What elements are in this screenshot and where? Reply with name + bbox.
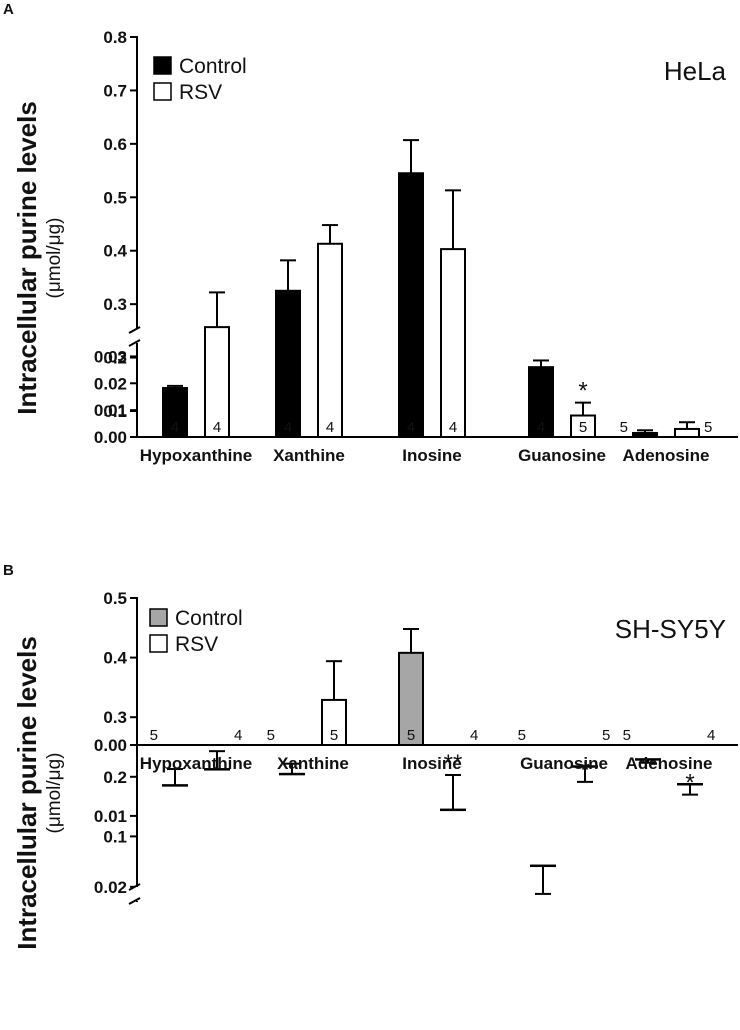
bars: 4 4 4 4 5 4 4 4 5 * 5 [162,139,712,439]
cell-line-label: SH-SY5Y [615,614,726,644]
y-tick-label: 0.00 [94,428,127,447]
y-tick-label: 0.3 [103,708,127,727]
panel-label: B [3,562,14,579]
sample-size-label: 5 [704,419,712,436]
legend-swatch-control [149,608,168,627]
y-tick-label: 0.6 [103,135,127,154]
y-axis-label: Intracellular purine levels [12,101,42,415]
axis-break-mark [128,326,141,334]
axis-break-mark [128,339,141,347]
sample-size-label: 5 [330,727,338,744]
x-category-label: Xanthine [273,446,345,465]
axes: 0.00 0.01 0.02 0.1 0.2 0.3 0.4 0.5 [94,589,738,905]
bar-rsv [440,248,466,438]
y-axis-unit: (μmol/μg) [44,217,65,298]
y-tick-label: 0.8 [103,28,127,47]
x-category-label: Inosine [402,446,462,465]
sample-size-label: 5 [623,727,631,744]
sample-size-label: 4 [707,727,715,744]
bar-control [632,431,658,439]
sample-size-label: 4 [326,419,334,436]
y-tick-label: 0.02 [94,878,127,897]
x-category-label: Adenosine [623,446,710,465]
sample-size-label: 5 [579,419,587,436]
sample-size-label: 5 [150,727,158,744]
significance-marker: * [578,378,587,405]
x-category-label: Hypoxanthine [140,446,252,465]
bar-control [162,387,188,439]
y-tick-label: 0.5 [103,188,127,207]
y-tick-label: 0.2 [103,768,127,787]
x-category-label: Guanosine [520,754,608,773]
x-category-label: Xanthine [277,754,349,773]
sample-size-label: 5 [407,727,415,744]
axis-break-mark [128,897,141,905]
y-tick-label: 0.03 [94,347,127,366]
significance-marker: * [580,757,589,784]
y-tick-label: 0.1 [103,827,127,846]
y-tick-label: 0.4 [103,242,127,261]
legend-swatch-rsv [153,82,172,101]
bar-control [279,772,305,776]
y-tick-label: 0.00 [94,736,127,755]
y-tick-label: 0.4 [103,649,127,668]
y-tick-label: 0.7 [103,81,127,100]
panel-label: A [3,1,14,18]
y-tick-label: 0.01 [94,807,127,826]
sample-size-label: 5 [602,727,610,744]
sample-size-label: 4 [470,727,478,744]
panel-a: A Intracellular purine levels (μmol/μg) … [3,1,738,465]
sample-size-label: 5 [518,727,526,744]
y-tick-label: 0.01 [94,401,127,420]
sample-size-label: 4 [234,727,242,744]
y-tick-label: 0.5 [103,589,127,608]
x-category-label: Guanosine [518,446,606,465]
category-labels: Hypoxanthine Xanthine Inosine Guanosine Aden… [140,754,713,773]
significance-marker: ** [444,750,463,777]
bars: 5 5 5 5 54 5 4**5*4* [150,627,715,895]
panel-b: B Intracellular purine levels (μmol/μg) … [3,562,738,950]
legend-label-control: Control [175,607,243,630]
x-category-label: Hypoxanthine [140,754,252,773]
legend-swatch-rsv [149,634,168,653]
sample-size-label: 4 [449,419,457,436]
y-tick-label: 0.3 [103,295,127,314]
bar-rsv [674,427,700,439]
sample-size-label: 5 [620,419,628,436]
bar-rsv [317,242,343,438]
legend-label-rsv: RSV [175,633,218,656]
legend-swatch-control [153,56,172,75]
y-tick-label: 0.2 [103,349,127,368]
sample-size-label: 4 [171,419,179,436]
significance-marker: * [685,770,694,797]
y-tick-label: 0.1 [103,402,127,421]
sample-size-label: 4 [407,419,415,436]
legend-label-rsv: RSV [179,81,222,104]
cell-line-label: HeLa [664,56,727,86]
sample-size-label: 5 [267,727,275,744]
bar-control [398,172,424,438]
bar-rsv [321,698,347,747]
y-axis-label: Intracellular purine levels [12,636,42,950]
sample-size-label: 4 [284,419,292,436]
bar-control [162,784,188,787]
y-tick-label: 0.02 [94,374,127,393]
x-category-label: Inosine [402,754,462,773]
axes: 0.00 0.01 0.02 0.03 0.1 0.2 0.3 0.4 0.5 0.6 0.7 0.8 [94,28,738,447]
bar-control [528,366,554,438]
sample-size-label: 4 [213,419,221,436]
legend-label-control: Control [179,55,247,78]
bar-control [275,289,301,438]
x-category-label: Adenosine [626,754,713,773]
axis-break-gap [134,887,737,901]
axis-break-mark [128,883,141,891]
category-labels: Hypoxanthine Xanthine Inosine Guanosine Aden… [140,446,710,465]
sample-size-label: 4 [537,419,545,436]
bar-rsv [440,808,466,812]
y-axis-unit: (μmol/μg) [44,752,65,833]
